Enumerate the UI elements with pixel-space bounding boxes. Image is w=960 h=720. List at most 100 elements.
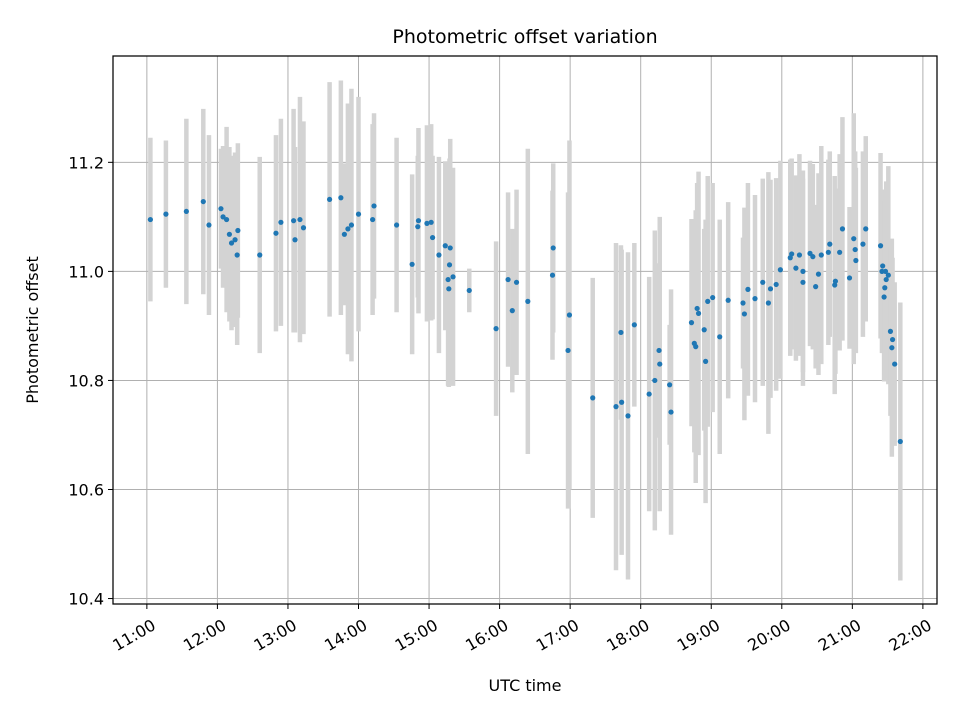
data-point (853, 257, 859, 264)
data-point (445, 276, 451, 283)
data-point (863, 226, 869, 232)
data-point (223, 216, 230, 223)
data-point (257, 252, 263, 258)
data-point (752, 296, 758, 302)
data-point (740, 300, 746, 306)
data-point (549, 272, 556, 278)
data-point (725, 297, 731, 303)
y-tick-label: 11.2 (68, 153, 104, 172)
data-point (652, 377, 658, 384)
data-point (693, 344, 699, 350)
data-point (550, 245, 556, 251)
data-point (703, 358, 709, 364)
data-point (813, 284, 819, 290)
data-point (656, 347, 662, 354)
y-tick-label: 10.4 (68, 590, 104, 609)
x-axis-label: UTC time (489, 676, 562, 695)
data-point (773, 281, 779, 288)
data-point (897, 438, 903, 445)
data-point (436, 252, 442, 258)
data-point (695, 310, 702, 316)
y-axis-label: Photometric offset (23, 256, 42, 404)
data-point (326, 196, 333, 203)
data-point (839, 226, 846, 232)
data-point (846, 275, 853, 281)
data-point (646, 391, 652, 397)
data-point (882, 268, 889, 274)
data-point (815, 271, 822, 277)
data-point (892, 361, 898, 367)
data-point (590, 395, 596, 401)
data-point (220, 214, 226, 220)
data-point (881, 294, 887, 300)
data-point (625, 413, 631, 419)
data-point (226, 231, 233, 237)
data-point (818, 252, 824, 258)
data-point (505, 276, 511, 283)
data-point (619, 399, 625, 405)
data-points (147, 195, 903, 445)
data-point (668, 409, 674, 415)
data-point (860, 241, 866, 247)
data-point (694, 305, 700, 312)
data-point (777, 267, 783, 273)
y-axis-ticks: 10.4 10.6 10.8 11.0 11.2 (68, 153, 113, 609)
data-point (163, 211, 169, 217)
data-point (613, 404, 619, 410)
data-point (466, 287, 472, 294)
data-point (218, 206, 224, 212)
data-point (767, 286, 774, 292)
data-point (509, 308, 515, 314)
y-tick-label: 10.8 (68, 371, 104, 390)
data-point (789, 251, 795, 257)
data-point (292, 237, 298, 243)
data-point (800, 268, 806, 274)
data-point (428, 219, 434, 225)
data-point (566, 312, 573, 318)
data-point (370, 216, 376, 223)
data-point (200, 198, 206, 205)
data-point (525, 298, 531, 304)
data-point (232, 237, 238, 243)
data-point (701, 327, 707, 333)
data-point (442, 243, 448, 249)
data-point (717, 334, 723, 340)
data-point (688, 320, 695, 326)
data-point (297, 216, 303, 223)
data-point (371, 203, 377, 209)
data-point (832, 278, 839, 284)
data-point (710, 294, 716, 301)
data-point (765, 300, 771, 306)
data-point (446, 286, 452, 292)
data-point (300, 225, 307, 231)
data-point (885, 272, 891, 278)
y-tick-label: 10.6 (68, 480, 104, 499)
data-point (760, 279, 766, 285)
data-point (889, 336, 896, 343)
data-point (793, 265, 799, 271)
data-point (493, 326, 499, 332)
data-point (796, 252, 803, 258)
data-point (183, 208, 189, 215)
data-point (705, 298, 711, 304)
data-point (447, 245, 453, 251)
data-point (880, 263, 886, 269)
data-point (355, 211, 362, 217)
data-point (429, 234, 436, 241)
data-point (513, 279, 520, 285)
data-point (278, 219, 284, 225)
data-point (394, 222, 400, 228)
data-point (852, 246, 858, 253)
data-point (883, 276, 889, 283)
data-point (882, 285, 888, 291)
data-point (877, 243, 884, 249)
data-point (631, 322, 637, 328)
data-point (657, 361, 663, 367)
data-point (341, 231, 347, 237)
data-point (800, 279, 806, 285)
data-point (235, 227, 241, 234)
data-point (887, 328, 894, 334)
plot-frame (112, 55, 938, 605)
data-point (450, 274, 456, 280)
data-point (667, 382, 673, 388)
